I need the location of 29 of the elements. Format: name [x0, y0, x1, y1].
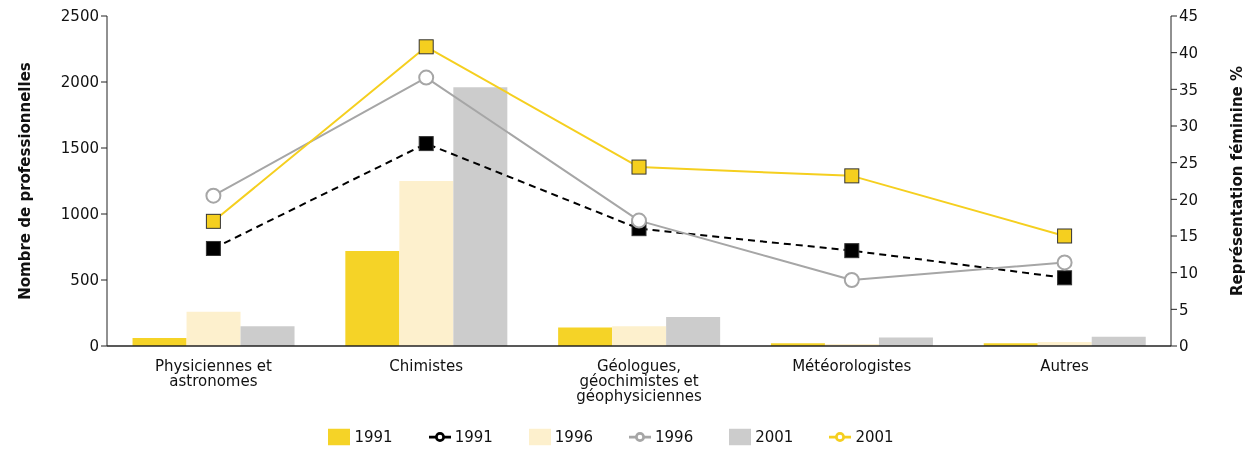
- x-tick-label: Physiciennes et astronomes: [154, 356, 273, 390]
- y2-axis-title: Représentation féminine %: [1228, 65, 1247, 297]
- y2-tick-label: 0: [1179, 337, 1189, 356]
- legend-label: 1991: [354, 427, 393, 446]
- y2-tick-label: 25: [1179, 153, 1199, 172]
- legend-label: 1991: [454, 427, 493, 446]
- legend-label: 1996: [655, 427, 694, 446]
- y2-tick-label: 5: [1179, 300, 1189, 319]
- y2-tick-label: 40: [1179, 43, 1199, 62]
- y-tick-label: 2000: [60, 73, 99, 92]
- y-tick-label: 500: [70, 271, 99, 290]
- legend-label: 2001: [755, 427, 794, 446]
- y2-tick-label: 10: [1179, 263, 1199, 282]
- legend-label: 1996: [554, 427, 593, 446]
- x-tick-label: Météorologistes: [792, 356, 912, 375]
- y2-tick-label: 30: [1179, 117, 1199, 136]
- y2-tick-label: 20: [1179, 190, 1199, 209]
- y2-tick-label: 45: [1179, 7, 1199, 26]
- x-tick-label: Chimistes: [389, 356, 464, 375]
- y2-tick-label: 15: [1179, 227, 1199, 246]
- y-axis-title: Nombre de professionnelles: [16, 62, 35, 300]
- legend-label: 2001: [855, 427, 894, 446]
- y-tick-label: 1500: [60, 139, 99, 158]
- x-tick-label: Autres: [1040, 356, 1090, 375]
- y-tick-label: 2500: [60, 7, 99, 26]
- y-tick-label: 0: [89, 337, 99, 356]
- y2-tick-label: 35: [1179, 80, 1199, 99]
- y-tick-label: 1000: [60, 205, 99, 224]
- x-tick-label: Géologues, géochimistes et géophysiciennes: [576, 356, 702, 405]
